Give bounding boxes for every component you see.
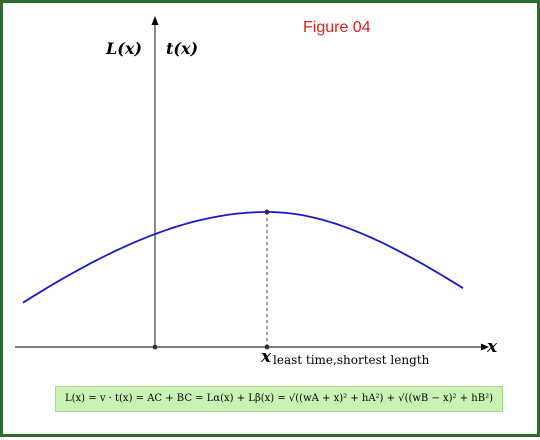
formula-box: L(x) = v · t(x) = AC + BC = Lα(x) + Lβ(x…: [55, 386, 503, 412]
y-label-l: L(x): [105, 39, 142, 58]
y-axis-arrow: [151, 16, 159, 25]
x-axis-arrow: [481, 343, 489, 351]
min-x-label: x: [260, 347, 272, 367]
length-time-curve: [22, 211, 464, 304]
min-x-point: [264, 344, 270, 350]
minimum-point: [264, 209, 270, 215]
diagram-canvas: L(x) t(x) x x least time,shortest length: [15, 16, 498, 367]
min-x-subscript: least time,shortest length: [273, 353, 430, 367]
origin-point: [152, 344, 158, 350]
y-label-t: t(x): [166, 39, 198, 58]
x-axis-label: x: [486, 337, 498, 357]
formula-text: L(x) = v · t(x) = AC + BC = Lα(x) + Lβ(x…: [65, 393, 493, 404]
figure-title: Figure 04: [303, 19, 371, 36]
